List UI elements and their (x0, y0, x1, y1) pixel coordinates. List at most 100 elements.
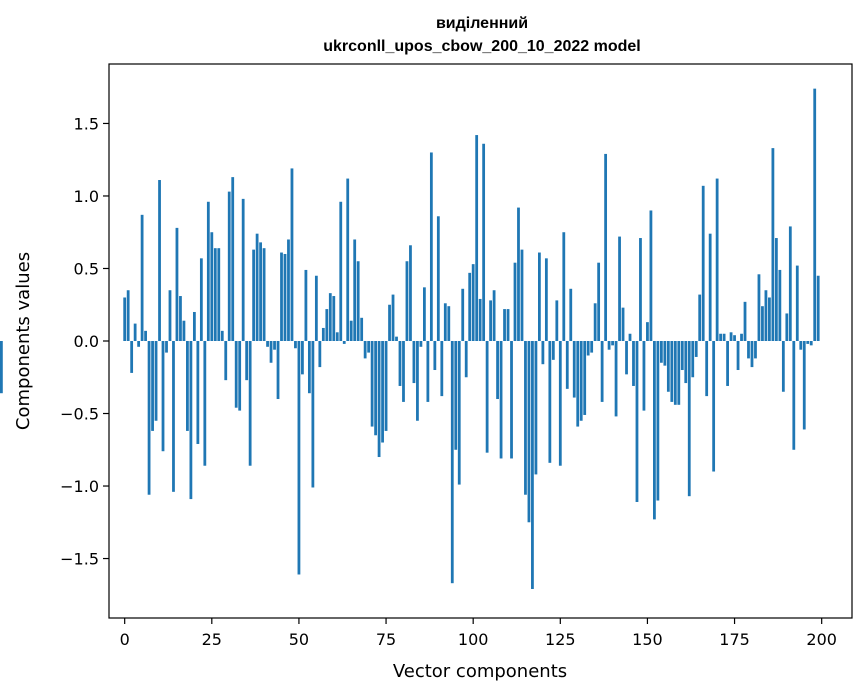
bar (199, 258, 203, 341)
bar (740, 333, 743, 341)
bar (565, 341, 569, 389)
chart-subtitle: ukrconll_upos_cbow_200_10_2022 model (323, 38, 640, 55)
bar (656, 341, 660, 501)
bar (276, 341, 280, 400)
bar (133, 323, 137, 341)
bar (646, 322, 649, 341)
bar (485, 341, 489, 453)
bar (273, 341, 276, 350)
bar (245, 341, 249, 381)
bar (492, 290, 496, 341)
bar (231, 177, 235, 341)
y-tick-label: −1.0 (60, 477, 99, 496)
bars-group (0, 88, 820, 589)
bar (175, 227, 179, 341)
bar (548, 341, 552, 463)
bar (799, 341, 803, 350)
bar (736, 341, 740, 371)
bar (614, 341, 618, 417)
bar (311, 341, 315, 488)
bar (586, 341, 590, 356)
bar (147, 341, 151, 495)
bar (569, 288, 573, 341)
bar (328, 293, 332, 341)
bar (768, 297, 771, 341)
bar (381, 341, 384, 443)
bar (429, 152, 433, 341)
bar (729, 332, 733, 341)
bar (301, 341, 304, 375)
bar (593, 303, 597, 341)
bar (252, 249, 256, 341)
bar (649, 210, 653, 341)
bar (464, 341, 468, 378)
bar (517, 207, 520, 341)
bar (781, 341, 785, 392)
bar (562, 232, 566, 341)
bar (443, 303, 447, 341)
bar (137, 341, 141, 347)
bar (778, 269, 782, 341)
bar (524, 341, 527, 495)
bar (625, 341, 628, 375)
bar (604, 153, 608, 341)
bar (489, 300, 492, 341)
bar (318, 341, 322, 368)
bar (213, 248, 217, 341)
bar (217, 248, 221, 341)
bar (457, 341, 461, 485)
bar (750, 341, 754, 368)
bar (503, 309, 506, 341)
bar (210, 232, 214, 341)
bar (416, 341, 419, 421)
bar (795, 265, 799, 341)
bar (402, 341, 405, 402)
bar (287, 239, 290, 341)
bar (186, 341, 189, 431)
bar (189, 341, 193, 500)
bar (259, 242, 262, 341)
bar (607, 341, 611, 350)
bar (172, 341, 175, 492)
bar (154, 341, 158, 421)
bar (583, 341, 587, 415)
bar (774, 238, 778, 341)
bar (733, 335, 736, 341)
bar (151, 341, 154, 431)
bar (179, 296, 182, 341)
bar (290, 168, 294, 341)
bar (220, 330, 224, 341)
bar (395, 336, 398, 341)
bar (747, 341, 750, 359)
bar (335, 332, 339, 341)
bar (694, 341, 698, 357)
bar (576, 341, 580, 427)
bar (426, 341, 430, 402)
bar (635, 341, 639, 502)
bar (283, 253, 287, 341)
bar (499, 341, 503, 459)
bar (304, 269, 308, 341)
bar (597, 262, 601, 341)
bar (158, 180, 161, 341)
bar (475, 135, 479, 341)
bar (450, 341, 454, 584)
bar (531, 341, 534, 589)
bar (680, 341, 684, 371)
bar (325, 309, 329, 341)
bar (248, 341, 252, 466)
bar (123, 297, 127, 341)
bar (632, 341, 635, 386)
bar (757, 274, 761, 341)
bar (719, 333, 723, 341)
bar (168, 290, 172, 341)
bar (761, 306, 764, 341)
bar (687, 341, 691, 497)
bar (377, 341, 381, 458)
chart-title: виділенний (436, 15, 528, 32)
y-tick-label: 0.5 (74, 259, 99, 278)
bar (705, 341, 709, 397)
bar (520, 249, 524, 341)
bar (771, 148, 775, 341)
bar (792, 341, 796, 450)
